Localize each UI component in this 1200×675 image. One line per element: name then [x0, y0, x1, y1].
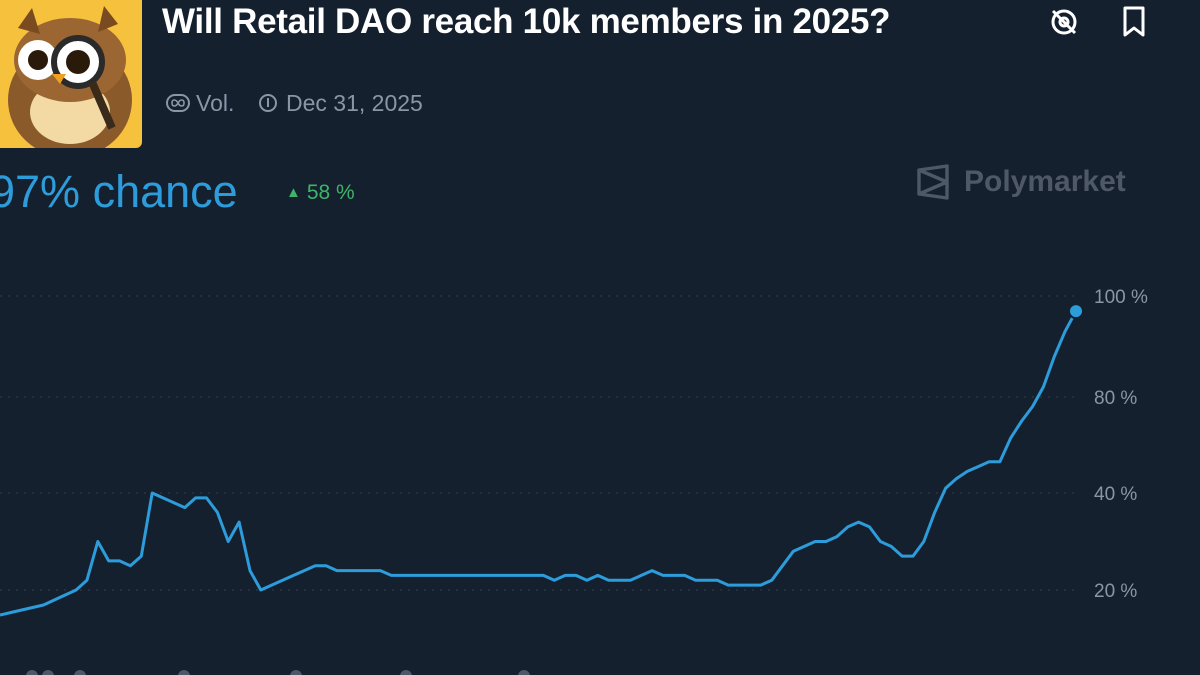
- market-avatar: [0, 0, 142, 148]
- change-indicator: ▲ 58 %: [286, 181, 355, 205]
- y-tick-label: 80 %: [1094, 388, 1137, 409]
- polymarket-brand: Polymarket: [916, 164, 1156, 204]
- x-axis-marker: [178, 670, 190, 675]
- brand-name: Polymarket: [964, 165, 1126, 198]
- market-title: Will Retail DAO reach 10k members in 202…: [162, 2, 891, 41]
- infinity-icon: [166, 94, 190, 112]
- bookmark-button[interactable]: [1116, 4, 1152, 40]
- up-arrow-icon: ▲: [286, 184, 301, 201]
- x-axis-marker: [74, 670, 86, 675]
- y-tick-label: 40 %: [1094, 484, 1137, 505]
- x-axis-marker: [26, 670, 38, 675]
- hide-button[interactable]: [1046, 4, 1082, 40]
- volume-meta: Vol.: [166, 90, 234, 117]
- chance-value: 97% chance: [0, 166, 238, 217]
- change-value: 58 %: [306, 181, 355, 204]
- x-axis-marker: [42, 670, 54, 675]
- probability-chart: 100 % 80 % 40 % 20 %: [0, 287, 1148, 675]
- bookmark-icon: [1123, 6, 1145, 37]
- x-axis-marker: [400, 670, 412, 675]
- owl-with-magnifying-glass-icon: [8, 6, 132, 148]
- x-axis-marker: [518, 670, 530, 675]
- chart-series-line: [0, 310, 1078, 617]
- y-tick-label: 100 %: [1094, 287, 1148, 308]
- end-date-meta: Dec 31, 2025: [258, 90, 423, 117]
- eye-off-icon: [1051, 9, 1077, 35]
- x-axis-marker: [290, 670, 302, 675]
- chart-current-point: [1068, 303, 1084, 320]
- y-tick-label: 20 %: [1094, 581, 1137, 602]
- end-date: Dec 31, 2025: [286, 90, 423, 116]
- polymarket-logo-icon: [917, 164, 949, 200]
- clock-icon: [259, 94, 277, 112]
- volume-label: Vol.: [196, 90, 235, 116]
